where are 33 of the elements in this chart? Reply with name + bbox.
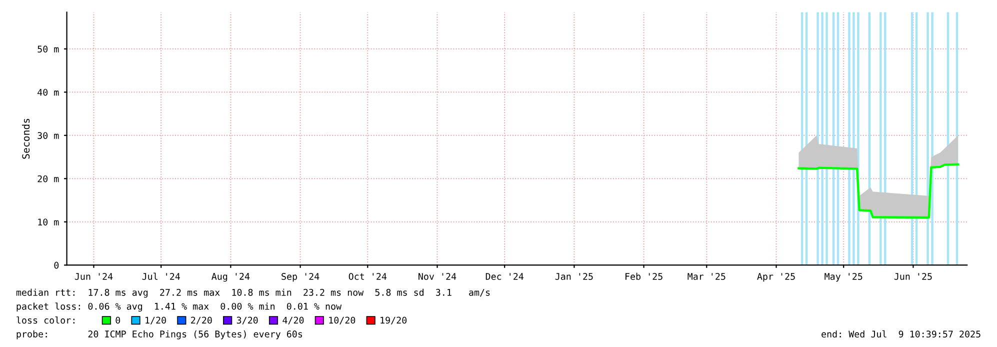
x-tick-label: Oct '24 (348, 272, 387, 280)
y-tick-label: 50 m (38, 46, 59, 53)
legend-label: 4/20 (282, 316, 304, 324)
x-tick-label: Jun '25 (894, 272, 932, 280)
legend-label: 10/20 (329, 316, 356, 324)
y-tick-label: 20 m (38, 175, 59, 182)
x-tick-label: Dec '24 (486, 272, 524, 280)
legend-label: 2/20 (191, 316, 212, 324)
x-tick-label: Sep '24 (282, 272, 320, 282)
x-tick-label: Jul '24 (142, 272, 180, 280)
legend-label: 3/20 (236, 316, 258, 324)
text: probe: 20 ICMP Echo Pings (56 Bytes) every 60s (16, 330, 302, 340)
text: packet loss: 0.06 % avg 1.41 % max 0.00 % min 0.01 % now (16, 302, 342, 312)
x-tick-label: Mar '25 (688, 272, 726, 280)
x-tick-label: May '25 (824, 272, 862, 282)
line-series (798, 163, 960, 219)
y-tick-label: 0 (54, 262, 59, 269)
text: median rtt: 17.8 ms avg 27.2 ms max 10.8 ms min 23.2 ms now 5.8 ms sd 3.1 am/s (16, 288, 490, 298)
x-tick-label: Jan '25 (555, 272, 593, 280)
x-tick-label: Apr '25 (757, 272, 795, 282)
legend-title: loss color: (16, 316, 74, 324)
x-tick-label: Feb '25 (626, 272, 662, 280)
x-tick-label: Aug '24 (212, 272, 250, 282)
y-tick-label: 40 m (38, 88, 59, 96)
legend-label: 19/20 (380, 316, 407, 324)
y-tick-label: 10 m (38, 218, 59, 226)
legend-label: 0 (116, 316, 120, 324)
text: end: Wed Jul 9 10:39:57 2025 (822, 330, 980, 338)
y-tick-label: 30 m (38, 132, 59, 140)
y-axis-title: Seconds (22, 118, 30, 159)
legend-label: 1/20 (146, 316, 166, 324)
x-tick-label: Jun '24 (74, 272, 113, 280)
x-tick-label: Nov '24 (418, 272, 456, 280)
